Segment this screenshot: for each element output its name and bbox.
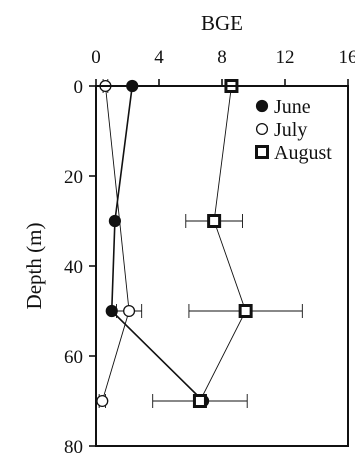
- point-august-1: [207, 214, 222, 228]
- x-tick-label-16: 16: [339, 47, 355, 68]
- point-july-1: [123, 304, 136, 318]
- legend-marker-july: [255, 122, 269, 136]
- x-tick-label-8: 8: [217, 47, 227, 68]
- y-tick-label-60: 60: [64, 347, 83, 368]
- series-june: [105, 79, 210, 408]
- legend-marker-august: [255, 145, 269, 159]
- plot-frame: [95, 85, 349, 447]
- x-tick-label-4: 4: [154, 47, 164, 68]
- legend-label-august: August: [274, 142, 332, 164]
- x-tick-label-0: 0: [91, 47, 101, 68]
- point-august-3: [192, 394, 207, 408]
- y-tick-label-20: 20: [64, 167, 83, 188]
- series-line-august: [199, 85, 247, 402]
- point-june-2: [105, 304, 118, 318]
- legend-label-june: June: [274, 96, 311, 118]
- y-tick-label-80: 80: [64, 437, 83, 455]
- y-tick-label-0: 0: [74, 77, 84, 98]
- point-july-2: [96, 394, 109, 408]
- series-line-july: [101, 85, 130, 402]
- axis-layer: 0 4 8 12 16 0 20 40 60 80: [64, 47, 355, 455]
- plot-layer: [96, 79, 303, 408]
- series-line-june: [110, 85, 204, 402]
- y-axis-label: Depth (m): [22, 223, 46, 310]
- y-tick-label-40: 40: [64, 257, 83, 278]
- x-axis-label: BGE: [201, 11, 243, 35]
- point-june-1: [108, 214, 122, 228]
- x-tick-label-12: 12: [276, 47, 295, 68]
- series-july: [96, 79, 143, 408]
- point-august-2: [238, 304, 253, 318]
- legend-label-july: July: [274, 119, 307, 141]
- legend-marker-june: [255, 99, 269, 113]
